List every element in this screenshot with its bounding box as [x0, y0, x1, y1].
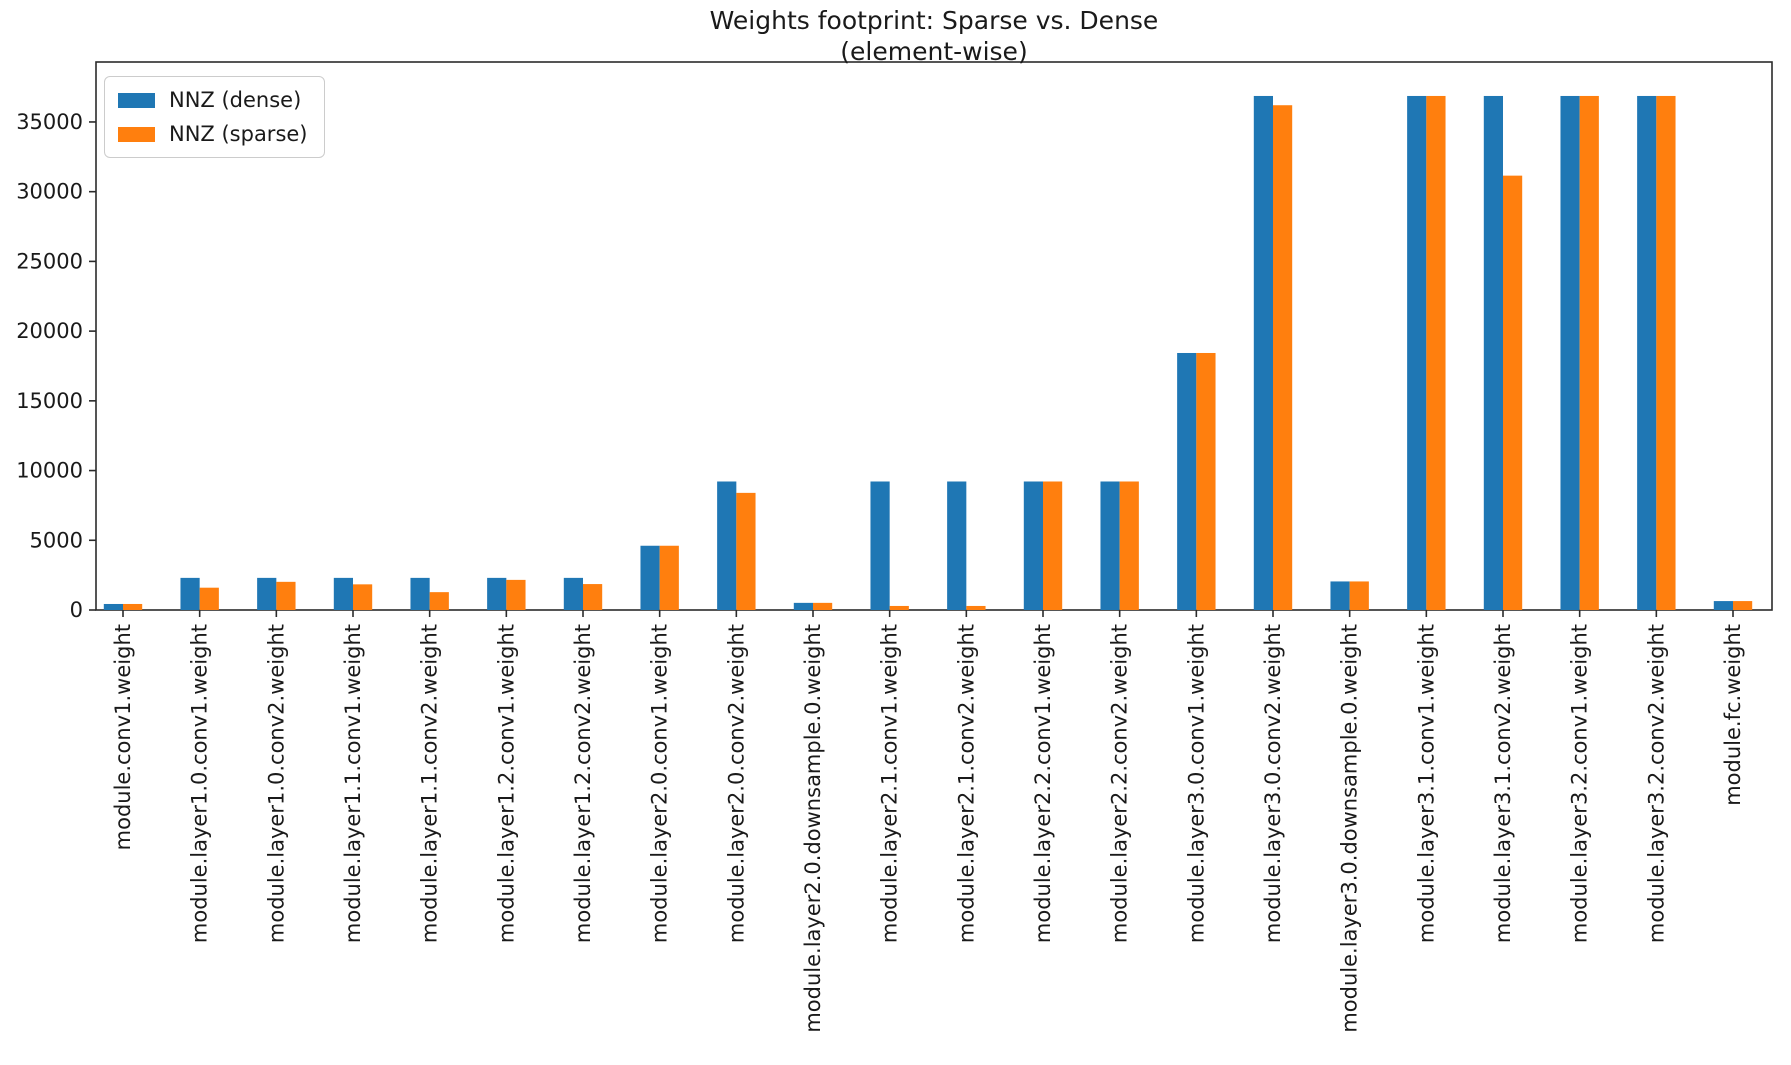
bar-sparse-19 — [1579, 95, 1599, 610]
bar-dense-19 — [1560, 95, 1580, 610]
bar-sparse-6 — [583, 584, 603, 610]
legend: NNZ (dense) NNZ (sparse) — [104, 76, 325, 158]
bar-dense-17 — [1407, 95, 1427, 610]
bar-sparse-18 — [1503, 175, 1523, 610]
chart-title-line2: (element-wise) — [840, 36, 1028, 66]
bar-dense-12 — [1023, 481, 1043, 610]
bar-dense-16 — [1330, 581, 1350, 610]
x-tick-label: module.layer2.0.conv2.weight — [724, 624, 748, 943]
x-tick-label: module.layer3.0.downsample.0.weight — [1338, 624, 1362, 1033]
x-tick-label: module.layer1.1.conv2.weight — [418, 624, 442, 943]
bar-dense-4 — [410, 577, 430, 610]
x-tick-label: module.layer3.2.conv1.weight — [1568, 624, 1592, 943]
y-tick-label: 20000 — [16, 319, 83, 343]
x-tick-label: module.layer1.2.conv1.weight — [494, 624, 518, 943]
bar-sparse-20 — [1656, 95, 1676, 610]
legend-swatch-dense-icon — [118, 92, 155, 108]
bar-sparse-12 — [1043, 481, 1063, 610]
chart-title: Weights footprint: Sparse vs. Dense (ele… — [96, 6, 1772, 67]
x-tick-label: module.layer2.1.conv2.weight — [954, 624, 978, 943]
x-tick-label: module.layer2.2.conv2.weight — [1108, 624, 1132, 943]
bar-sparse-9 — [813, 602, 833, 610]
bar-dense-11 — [947, 481, 967, 610]
bar-dense-15 — [1253, 95, 1273, 610]
y-tick-label: 5000 — [30, 528, 83, 552]
y-tick-label: 35000 — [16, 110, 83, 134]
legend-label-sparse: NNZ (sparse) — [169, 122, 308, 146]
bar-sparse-10 — [889, 605, 909, 610]
bar-sparse-8 — [736, 492, 756, 610]
x-tick-label: module.layer3.0.conv1.weight — [1184, 624, 1208, 943]
bar-sparse-21 — [1733, 601, 1753, 610]
x-tick-label: module.layer2.1.conv1.weight — [878, 624, 902, 943]
bar-dense-14 — [1177, 352, 1197, 610]
x-tick-label: module.layer3.1.conv1.weight — [1414, 624, 1438, 943]
bar-sparse-16 — [1349, 581, 1369, 610]
bar-sparse-4 — [429, 592, 449, 610]
bar-sparse-13 — [1119, 481, 1139, 610]
x-tick-label: module.layer1.1.conv1.weight — [341, 624, 365, 943]
y-tick-label: 25000 — [16, 249, 83, 273]
legend-swatch-sparse-icon — [118, 126, 155, 142]
x-tick-label: module.layer3.1.conv2.weight — [1491, 624, 1515, 943]
bar-dense-6 — [563, 577, 583, 610]
bar-dense-3 — [333, 577, 353, 610]
bar-dense-20 — [1637, 95, 1657, 610]
bar-dense-7 — [640, 545, 660, 610]
bar-sparse-5 — [506, 579, 526, 610]
bar-sparse-2 — [276, 581, 296, 610]
bar-dense-21 — [1713, 601, 1733, 610]
x-tick-label: module.conv1.weight — [111, 624, 135, 850]
axes-frame — [95, 61, 1773, 611]
bar-sparse-1 — [199, 587, 219, 610]
bar-sparse-17 — [1426, 95, 1446, 610]
x-tick-label: module.layer2.0.conv1.weight — [648, 624, 672, 943]
bar-dense-5 — [487, 577, 507, 610]
x-tick-label: module.layer3.2.conv2.weight — [1644, 624, 1668, 943]
x-tick-label: module.layer1.0.conv2.weight — [264, 624, 288, 943]
x-tick-label: module.layer1.0.conv1.weight — [188, 624, 212, 943]
chart-title-line1: Weights footprint: Sparse vs. Dense — [709, 6, 1159, 35]
bar-sparse-3 — [353, 584, 373, 610]
legend-label-dense: NNZ (dense) — [169, 88, 302, 112]
bar-dense-8 — [717, 481, 737, 610]
legend-entry-sparse: NNZ (sparse) — [118, 122, 308, 146]
bar-dense-0 — [103, 603, 123, 610]
x-tick-label: module.layer1.2.conv2.weight — [571, 624, 595, 943]
bar-sparse-14 — [1196, 352, 1216, 610]
bar-sparse-15 — [1273, 105, 1293, 610]
x-tick-label: module.layer2.0.downsample.0.weight — [801, 624, 825, 1033]
legend-entry-dense: NNZ (dense) — [118, 88, 308, 112]
y-tick-label: 10000 — [16, 459, 83, 483]
bar-sparse-0 — [123, 603, 143, 610]
bar-dense-1 — [180, 577, 200, 610]
y-tick-label: 0 — [70, 598, 83, 622]
y-tick-label: 30000 — [16, 180, 83, 204]
bar-sparse-7 — [659, 545, 679, 610]
bar-dense-9 — [793, 602, 813, 610]
bar-dense-2 — [257, 577, 277, 610]
x-tick-label: module.layer3.0.conv2.weight — [1261, 624, 1285, 943]
bar-dense-18 — [1483, 95, 1503, 610]
y-tick-label: 15000 — [16, 389, 83, 413]
bar-dense-10 — [870, 481, 890, 610]
bar-dense-13 — [1100, 481, 1120, 610]
x-tick-label: module.layer2.2.conv1.weight — [1031, 624, 1055, 943]
x-tick-label: module.fc.weight — [1721, 624, 1745, 806]
bar-sparse-11 — [966, 605, 986, 610]
